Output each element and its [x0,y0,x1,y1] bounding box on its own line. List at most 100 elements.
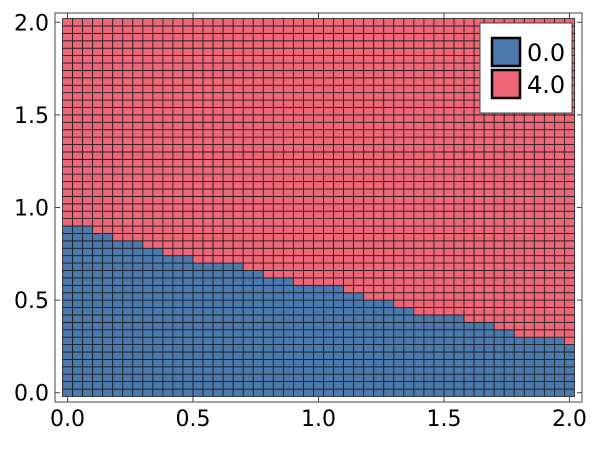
heatmap-cell [303,129,314,138]
heatmap-cell [282,321,294,331]
heatmap-cell [272,358,284,368]
heatmap-cell [222,188,234,197]
heatmap-cell [493,173,505,182]
heatmap-cell [182,181,194,190]
heatmap-cell [473,233,485,242]
heatmap-cell [122,247,134,257]
heatmap-cell [172,40,184,49]
heatmap-cell [222,158,234,168]
heatmap-cell [72,32,84,42]
heatmap-cell [453,47,465,57]
heatmap-cell [564,314,575,323]
heatmap-cell [262,366,274,375]
heatmap-cell [413,277,425,286]
heatmap-cell [112,114,124,123]
heatmap-cell [333,129,344,138]
heatmap-cell [543,373,555,383]
heatmap-cell [82,314,94,323]
heatmap-cell [282,388,294,397]
heatmap-cell [353,107,365,116]
heatmap-cell [483,225,495,234]
heatmap-cell [443,47,455,57]
heatmap-cell [413,84,425,94]
heatmap-cell [272,218,284,227]
heatmap-cell [202,255,214,264]
heatmap-cell [172,18,184,27]
heatmap-cell [122,121,134,131]
heatmap-cell [433,307,445,316]
heatmap-cell [132,136,144,145]
heatmap-cell [453,262,465,271]
heatmap-cell [353,240,365,249]
heatmap-cell [142,240,154,249]
heatmap-cell [313,77,324,86]
heatmap-cell [433,47,445,57]
heatmap-cell [242,366,254,375]
heatmap-cell [383,255,395,264]
heatmap-cell [433,70,445,79]
heatmap-cell [533,195,545,205]
heatmap-cell [353,18,365,27]
heatmap-cell [373,284,385,294]
heatmap-cell [182,233,194,242]
heatmap-cell [433,55,445,64]
heatmap-cell [82,381,94,390]
heatmap-cell [142,114,154,123]
heatmap-cell [403,233,415,242]
heatmap-cell [533,373,545,383]
heatmap-cell [142,218,154,227]
heatmap-cell [172,47,184,57]
heatmap-cell [252,181,264,190]
heatmap-cell [92,381,104,390]
heatmap-cell [333,47,344,57]
heatmap-cell [192,233,204,242]
heatmap-cell [413,344,425,353]
heatmap-cell [212,40,224,49]
heatmap-cell [533,329,545,338]
heatmap-cell [513,158,525,168]
heatmap-cell [333,55,344,64]
heatmap-cell [272,166,284,175]
heatmap-cell [463,225,475,234]
heatmap-cell [242,18,254,27]
heatmap-cell [564,136,575,145]
heatmap-cell [262,40,274,49]
heatmap-cell [493,314,505,323]
heatmap-cell [282,277,294,286]
heatmap-cell [172,158,184,168]
heatmap-cell [483,129,495,138]
heatmap-cell [313,181,324,190]
heatmap-cell [272,314,284,323]
heatmap-cell [483,240,495,249]
heatmap-cell [122,188,134,197]
heatmap-cell [554,299,565,308]
heatmap-cell [343,92,355,101]
heatmap-cell [272,366,284,375]
heatmap-cell [303,55,314,64]
heatmap-cell [443,314,455,323]
heatmap-cell [92,351,104,360]
heatmap-cell [172,181,184,190]
heatmap-cell [252,47,264,57]
heatmap-cell [102,210,114,220]
heatmap-cell [222,121,234,131]
heatmap-cell [222,92,234,101]
heatmap-cell [453,70,465,79]
heatmap-cell [282,77,294,86]
heatmap-cell [413,218,425,227]
heatmap-cell [222,84,234,94]
heatmap-cell [272,373,284,383]
heatmap-cell [433,233,445,242]
heatmap-cell [323,233,334,242]
heatmap-cell [403,114,415,123]
heatmap-cell [313,25,324,34]
heatmap-cell [292,307,304,316]
heatmap-cell [373,92,385,101]
heatmap-cell [483,270,495,279]
heatmap-cell [473,373,485,383]
heatmap-cell [222,47,234,57]
heatmap-cell [453,292,465,301]
heatmap-cell [463,247,475,257]
heatmap-cell [353,284,365,294]
heatmap-cell [423,55,435,64]
